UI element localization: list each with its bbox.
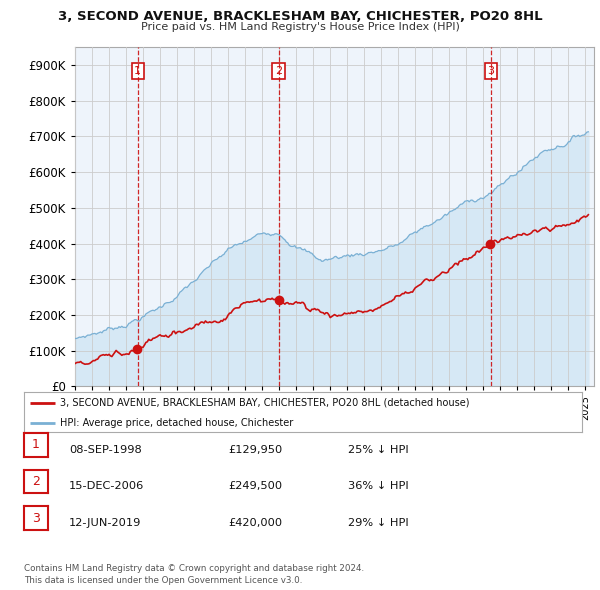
Text: HPI: Average price, detached house, Chichester: HPI: Average price, detached house, Chic… xyxy=(60,418,293,428)
Text: 36% ↓ HPI: 36% ↓ HPI xyxy=(348,481,409,491)
Text: 08-SEP-1998: 08-SEP-1998 xyxy=(69,445,142,455)
Text: 29% ↓ HPI: 29% ↓ HPI xyxy=(348,518,409,528)
Text: 1: 1 xyxy=(32,438,40,451)
Text: 1: 1 xyxy=(134,66,141,76)
Text: 12-JUN-2019: 12-JUN-2019 xyxy=(69,518,142,528)
Text: £420,000: £420,000 xyxy=(228,518,282,528)
Text: £129,950: £129,950 xyxy=(228,445,282,455)
Text: 15-DEC-2006: 15-DEC-2006 xyxy=(69,481,144,491)
Text: This data is licensed under the Open Government Licence v3.0.: This data is licensed under the Open Gov… xyxy=(24,576,302,585)
Text: Price paid vs. HM Land Registry's House Price Index (HPI): Price paid vs. HM Land Registry's House … xyxy=(140,22,460,32)
Text: 25% ↓ HPI: 25% ↓ HPI xyxy=(348,445,409,455)
Text: 3: 3 xyxy=(487,66,494,76)
Text: 2: 2 xyxy=(32,475,40,488)
Text: 3, SECOND AVENUE, BRACKLESHAM BAY, CHICHESTER, PO20 8HL: 3, SECOND AVENUE, BRACKLESHAM BAY, CHICH… xyxy=(58,10,542,23)
Text: 3: 3 xyxy=(32,512,40,525)
Text: Contains HM Land Registry data © Crown copyright and database right 2024.: Contains HM Land Registry data © Crown c… xyxy=(24,565,364,573)
Text: 3, SECOND AVENUE, BRACKLESHAM BAY, CHICHESTER, PO20 8HL (detached house): 3, SECOND AVENUE, BRACKLESHAM BAY, CHICH… xyxy=(60,398,470,408)
Text: 2: 2 xyxy=(275,66,282,76)
Text: £249,500: £249,500 xyxy=(228,481,282,491)
